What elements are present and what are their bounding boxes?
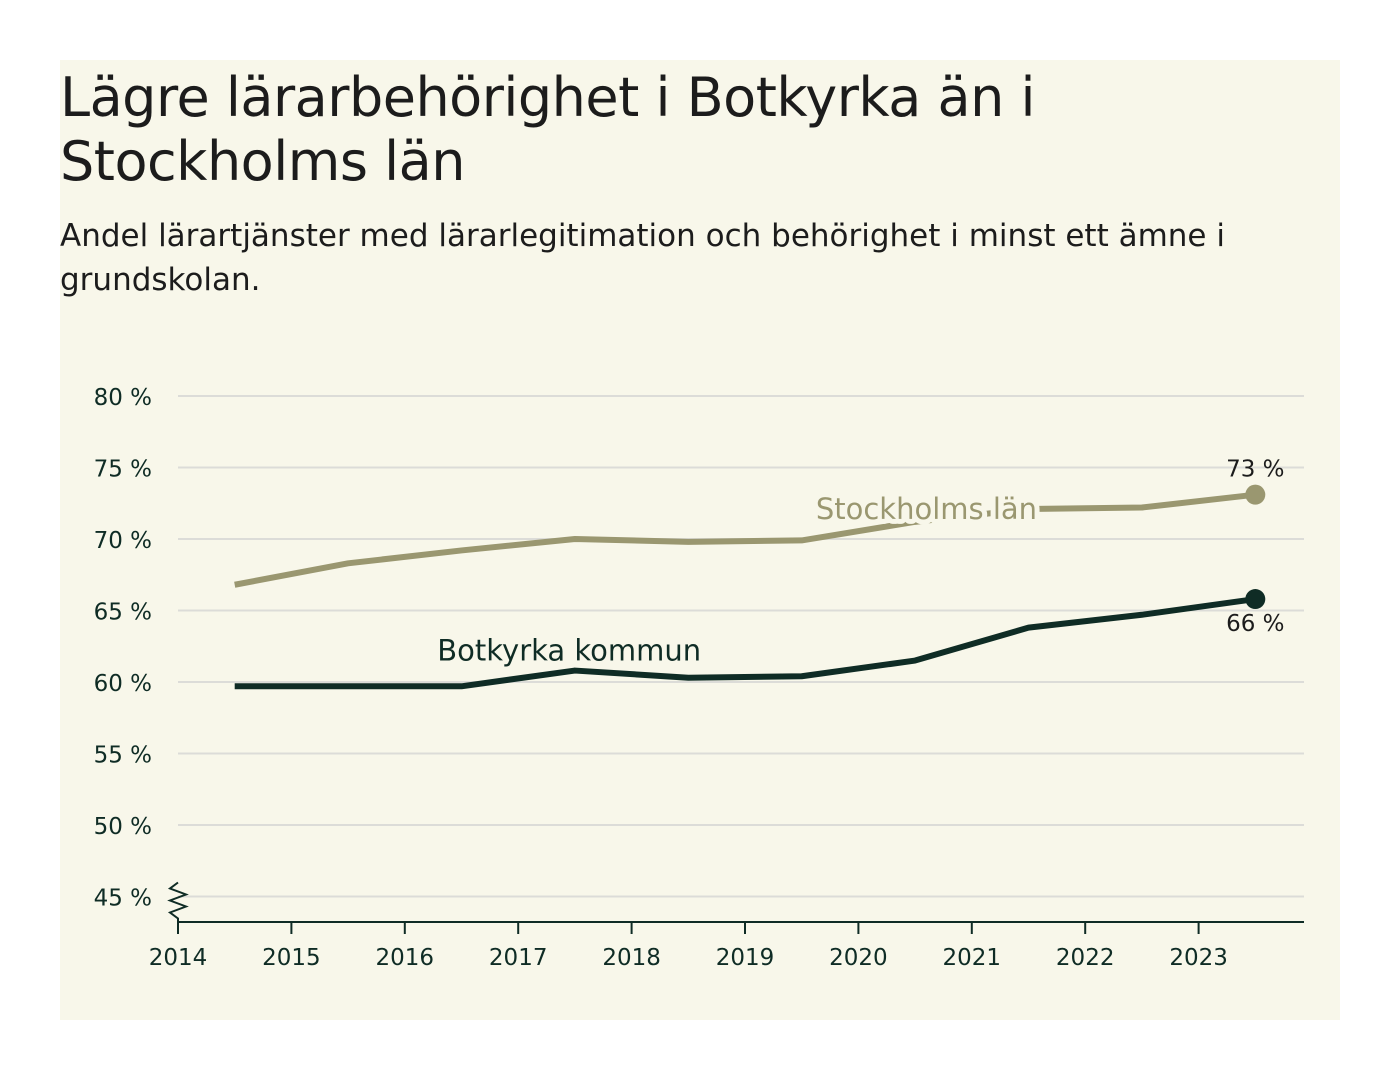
chart-title: Lägre lärarbehörighet i Botkyrka än i St… (60, 66, 1035, 193)
line-chart: 45 % 50 % 55 % 60 % 65 % 70 % 75 % 80 % 2014 2015… (94, 385, 1304, 971)
x-tick-label: 2022 (1056, 945, 1115, 971)
series-name-label: Stockholms län (816, 492, 1037, 526)
labels: Stockholms län 73 % Botkyrka kommun 66 % (432, 457, 1284, 673)
y-tick-label: 75 % (94, 457, 152, 483)
y-tick-label: 80 % (94, 385, 152, 411)
y-tick-label: 55 % (94, 743, 152, 769)
x-tick-label: 2015 (262, 945, 321, 971)
end-point-marker (1245, 484, 1266, 505)
x-tick-label: 2020 (829, 945, 888, 971)
series-line-stockholm (234, 491, 1256, 588)
x-tick-label: 2014 (149, 945, 208, 971)
axes: 45 % 50 % 55 % 60 % 65 % 70 % 75 % 80 % 2014 2015… (94, 385, 1304, 971)
y-tick-label: 70 % (94, 528, 152, 554)
chart-subtitle: Andel lärartjänster med lärarlegitimatio… (60, 218, 1225, 298)
end-value-label: 73 % (1226, 457, 1284, 483)
x-tick-label: 2017 (489, 945, 548, 971)
series-name-label: Botkyrka kommun (437, 634, 701, 668)
gridlines (178, 395, 1304, 898)
x-tick-label: 2018 (602, 945, 661, 971)
y-tick-label: 65 % (94, 600, 152, 626)
axis-break-icon (167, 881, 189, 922)
x-tick-label: 2021 (943, 945, 1002, 971)
end-point-marker (1245, 589, 1266, 610)
series-line-botkyrka (234, 596, 1256, 690)
series-lines (234, 484, 1266, 690)
chart-card: Lägre lärarbehörighet i Botkyrka än i St… (60, 60, 1340, 1020)
y-tick-label: 50 % (94, 814, 152, 840)
x-tick-label: 2023 (1169, 945, 1228, 971)
end-value-label: 66 % (1226, 611, 1284, 637)
x-tick-label: 2016 (376, 945, 435, 971)
x-tick-label: 2019 (716, 945, 775, 971)
y-tick-label: 60 % (94, 671, 152, 697)
y-tick-label: 45 % (94, 886, 152, 912)
